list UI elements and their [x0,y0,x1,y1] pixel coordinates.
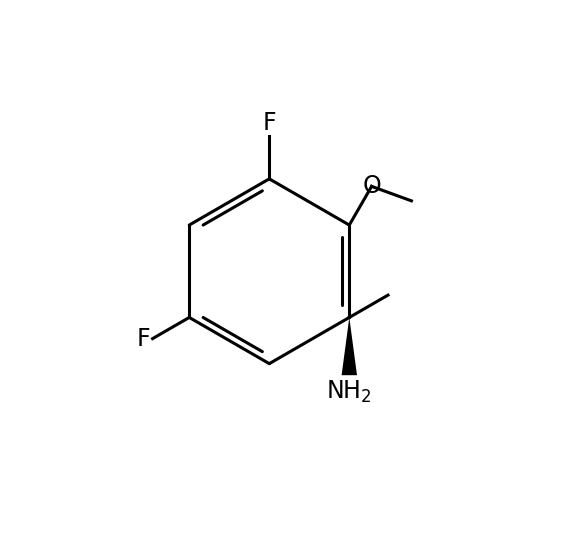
Text: NH$_2$: NH$_2$ [327,379,372,405]
Text: O: O [362,174,381,198]
Polygon shape [341,318,357,375]
Text: F: F [263,111,276,135]
Text: F: F [137,326,150,351]
